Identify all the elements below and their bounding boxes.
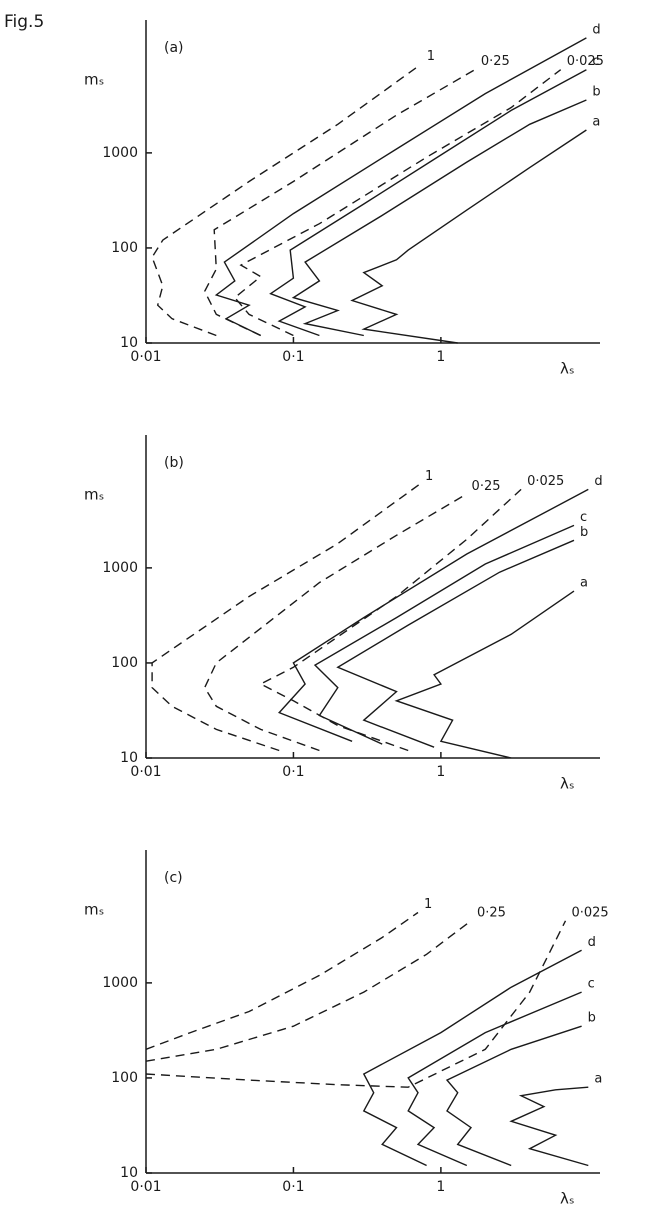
x-axis-label: λₛ	[560, 360, 574, 378]
series-line	[445, 1025, 582, 1167]
x-axis-label: λₛ	[560, 775, 574, 793]
series-label: 0·25	[472, 479, 501, 494]
series-line	[203, 493, 466, 752]
panel-label: (c)	[164, 870, 183, 886]
series-label: 0·25	[481, 54, 510, 69]
y-tick-label: 1000	[102, 145, 138, 161]
series-line	[151, 63, 422, 337]
series-line	[362, 949, 582, 1167]
series-label: 0·025	[567, 54, 604, 69]
series-label: 1	[424, 897, 432, 912]
series-line	[259, 488, 522, 752]
y-axis-label: mₛ	[84, 901, 104, 919]
series-line	[291, 99, 587, 337]
y-axis-label: mₛ	[84, 71, 104, 89]
series-label: d	[588, 935, 596, 950]
series-line	[394, 590, 575, 759]
series-label: 1	[427, 49, 435, 64]
panel: (b) mₛ λₛ 10 100 1000 0·01 0·1 1 d cb a 1 0·25 0·025	[84, 435, 603, 793]
series-line	[145, 920, 472, 1062]
figure-label: Fig.5	[4, 12, 44, 32]
y-tick-label: 10	[120, 750, 138, 766]
series-line	[151, 484, 420, 752]
series-line	[145, 911, 419, 1050]
series-label: d	[594, 474, 602, 489]
x-tick-label: 1	[436, 1179, 445, 1195]
x-tick-label: 0·01	[130, 349, 161, 365]
series-line	[407, 991, 582, 1167]
series-label: b	[592, 85, 600, 100]
series-label: a	[580, 576, 588, 591]
series-label: b	[580, 525, 588, 540]
series-line	[214, 37, 587, 337]
series-label: c	[592, 54, 599, 69]
series-line	[313, 524, 575, 745]
y-tick-label: 100	[111, 240, 138, 256]
x-axis-label: λₛ	[560, 1190, 574, 1208]
series-label: c	[580, 510, 587, 525]
x-tick-label: 0·1	[282, 1179, 304, 1195]
x-tick-label: 0·01	[130, 764, 161, 780]
series-line	[509, 1086, 589, 1167]
y-tick-label: 1000	[102, 975, 138, 991]
y-tick-label: 100	[111, 655, 138, 671]
series-label: b	[588, 1011, 596, 1026]
series-line	[336, 539, 575, 748]
x-tick-label: 0·1	[282, 764, 304, 780]
series-label: 0·025	[527, 474, 564, 489]
panel-label: (b)	[164, 455, 184, 471]
series-label: c	[588, 977, 595, 992]
series-label: d	[592, 22, 600, 37]
series-line	[278, 488, 589, 742]
panel: (c) mₛ λₛ 10 100 1000 0·01 0·1 1 d c b a 1 0·25 0·025	[84, 850, 609, 1208]
x-tick-label: 0·1	[282, 349, 304, 365]
x-tick-label: 1	[436, 349, 445, 365]
x-tick-label: 0·01	[130, 1179, 161, 1195]
series-line	[269, 69, 587, 337]
series-label: 0·025	[571, 905, 608, 920]
series-label: 1	[425, 469, 433, 484]
series-line	[350, 129, 587, 344]
series-line	[203, 69, 476, 337]
y-axis-label: mₛ	[84, 486, 104, 504]
x-tick-label: 1	[436, 764, 445, 780]
series-label: 0·25	[477, 905, 506, 920]
y-tick-label: 10	[120, 1165, 138, 1181]
series-label: a	[594, 1072, 602, 1087]
y-tick-label: 100	[111, 1070, 138, 1086]
y-tick-label: 1000	[102, 560, 138, 576]
panel-label: (a)	[164, 40, 184, 56]
y-tick-label: 10	[120, 335, 138, 351]
series-line	[145, 920, 567, 1088]
series-line	[233, 69, 562, 337]
series-label: a	[592, 115, 600, 130]
panel: (a) mₛ λₛ 10 100 1000 0·01 0·1 1 d c ba 1 0·25 0·025	[84, 20, 604, 378]
